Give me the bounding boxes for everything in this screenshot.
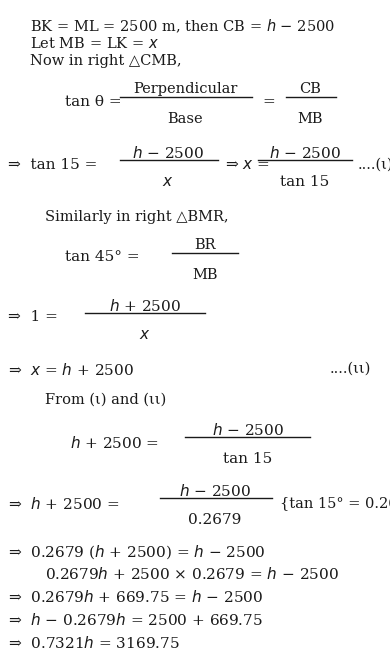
Text: {tan 15° = 0.2679}: {tan 15° = 0.2679} bbox=[280, 496, 390, 510]
Text: CB: CB bbox=[299, 82, 321, 96]
Text: ⇒  0.2679$h$ + 669.75 = $h$ − 2500: ⇒ 0.2679$h$ + 669.75 = $h$ − 2500 bbox=[8, 589, 263, 605]
Text: $x$: $x$ bbox=[162, 175, 174, 189]
Text: From (ι) and (ιι): From (ι) and (ιι) bbox=[45, 393, 166, 407]
Text: ⇒ $x$ =: ⇒ $x$ = bbox=[225, 158, 269, 172]
Text: tan θ =: tan θ = bbox=[65, 95, 122, 109]
Text: ....(ιι): ....(ιι) bbox=[330, 362, 371, 376]
Text: $h$ − 2500: $h$ − 2500 bbox=[212, 422, 284, 438]
Text: ⇒  tan 15 =: ⇒ tan 15 = bbox=[8, 158, 98, 172]
Text: $x$: $x$ bbox=[139, 328, 151, 342]
Text: Base: Base bbox=[167, 112, 203, 126]
Text: $h$ − 2500: $h$ − 2500 bbox=[132, 145, 204, 161]
Text: ⇒  0.2679 ($h$ + 2500) = $h$ − 2500: ⇒ 0.2679 ($h$ + 2500) = $h$ − 2500 bbox=[8, 543, 266, 561]
Text: ⇒  $h$ − 0.2679$h$ = 2500 + 669.75: ⇒ $h$ − 0.2679$h$ = 2500 + 669.75 bbox=[8, 612, 263, 628]
Text: 0.2679: 0.2679 bbox=[188, 513, 242, 527]
Text: ⇒  $x$ = $h$ + 2500: ⇒ $x$ = $h$ + 2500 bbox=[8, 362, 134, 378]
Text: $h$ − 2500: $h$ − 2500 bbox=[269, 145, 341, 161]
Text: Similarly in right △BMR,: Similarly in right △BMR, bbox=[45, 210, 229, 224]
Text: tan 45° =: tan 45° = bbox=[65, 250, 140, 264]
Text: ⇒  $h$ + 2500 =: ⇒ $h$ + 2500 = bbox=[8, 496, 119, 512]
Text: tan 15: tan 15 bbox=[223, 452, 273, 466]
Text: MB: MB bbox=[192, 268, 218, 282]
Text: $h$ + 2500: $h$ + 2500 bbox=[109, 298, 181, 314]
Text: MB: MB bbox=[297, 112, 323, 126]
Text: Perpendicular: Perpendicular bbox=[133, 82, 237, 96]
Text: =: = bbox=[262, 95, 275, 109]
Text: BK = ML = 2500 m, then CB = $h$ − 2500: BK = ML = 2500 m, then CB = $h$ − 2500 bbox=[30, 18, 335, 36]
Text: 0.2679$h$ + 2500 × 0.2679 = $h$ − 2500: 0.2679$h$ + 2500 × 0.2679 = $h$ − 2500 bbox=[45, 566, 339, 582]
Text: ⇒  1 =: ⇒ 1 = bbox=[8, 310, 58, 324]
Text: tan 15: tan 15 bbox=[280, 175, 330, 189]
Text: $h$ − 2500: $h$ − 2500 bbox=[179, 483, 251, 499]
Text: ....(ι): ....(ι) bbox=[358, 158, 390, 172]
Text: $h$ + 2500 =: $h$ + 2500 = bbox=[70, 435, 159, 451]
Text: Let MB = LK = $x$: Let MB = LK = $x$ bbox=[30, 36, 159, 51]
Text: BR: BR bbox=[194, 238, 216, 252]
Text: ⇒  0.7321$h$ = 3169.75: ⇒ 0.7321$h$ = 3169.75 bbox=[8, 635, 180, 651]
Text: Now in right △CMB,: Now in right △CMB, bbox=[30, 54, 182, 68]
